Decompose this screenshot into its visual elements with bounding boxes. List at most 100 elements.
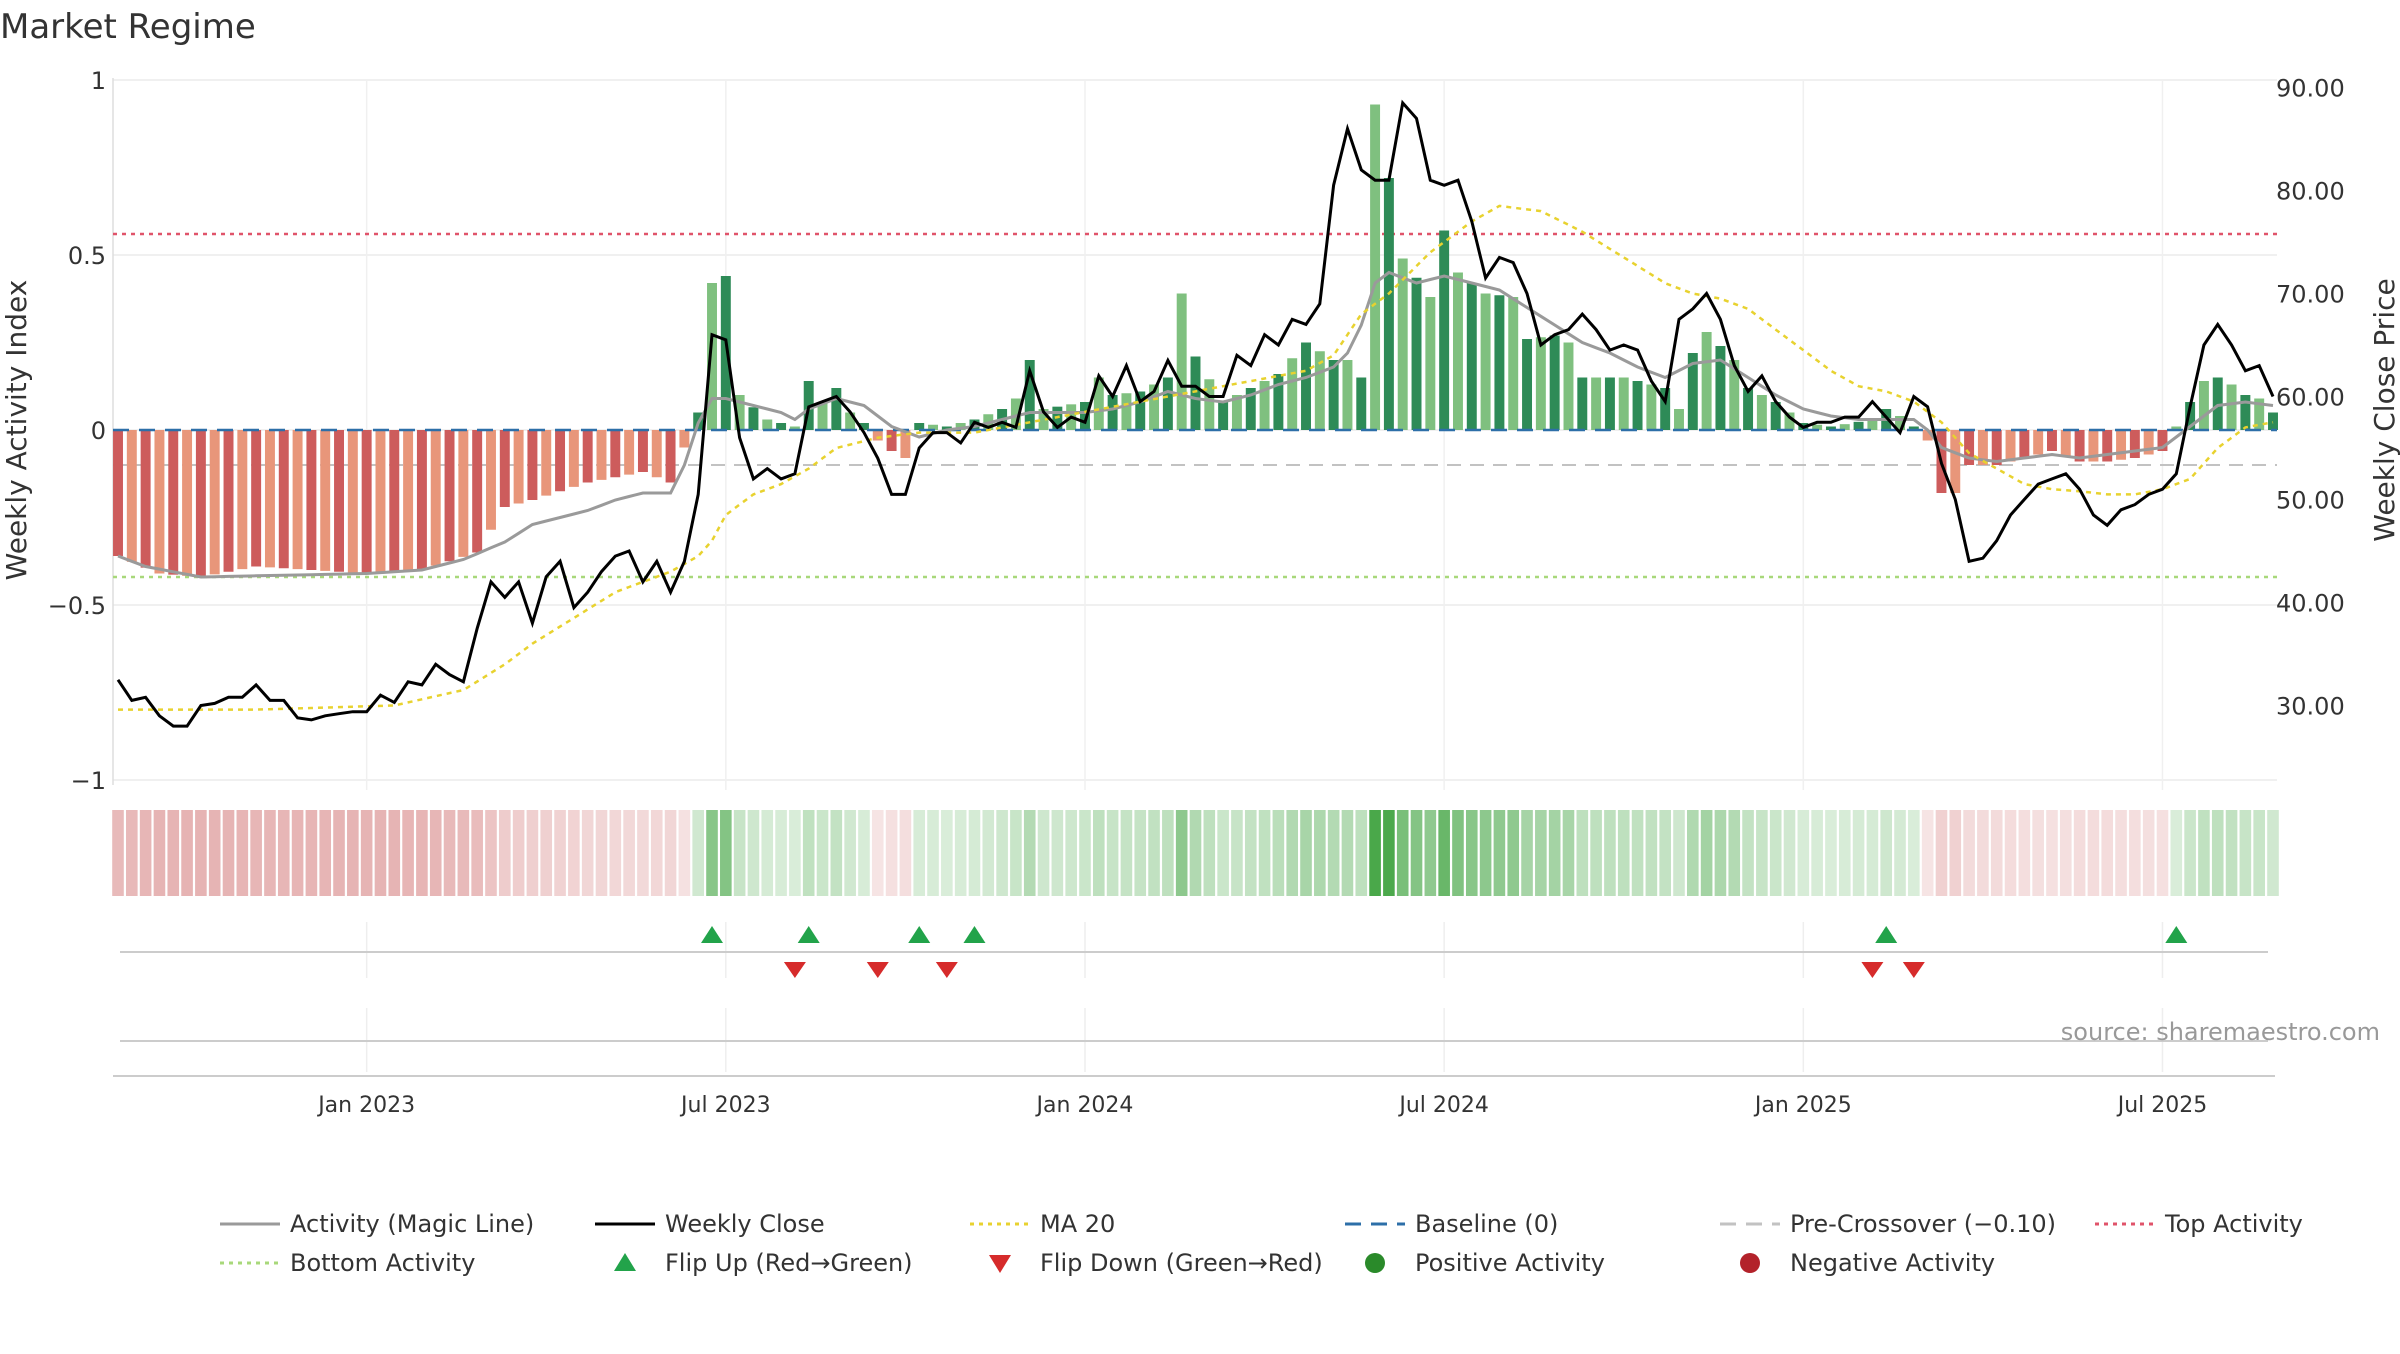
- flip-down-marker: [1861, 962, 1884, 978]
- regime-strip-cell: [1769, 810, 1782, 896]
- regime-strip-cell: [1493, 810, 1506, 896]
- activity-bar: [1328, 360, 1339, 430]
- activity-bar: [1770, 402, 1781, 430]
- legend-symbol: [1740, 1253, 1760, 1273]
- legend-label: Flip Down (Green→Red): [1040, 1249, 1323, 1277]
- x-axis-ticks: Jan 2023 Jul 2023 Jan 2024 Jul 2024 Jan 2025…: [316, 1093, 2207, 1118]
- reference-lines: [113, 232, 2277, 579]
- activity-bar: [1563, 342, 1574, 430]
- regime-strip-cell: [360, 810, 373, 896]
- right-tick-label: 60.00: [2276, 384, 2345, 412]
- activity-bar: [1301, 342, 1311, 430]
- left-tick-label: −1: [71, 767, 106, 795]
- regime-strip-cell: [2129, 810, 2141, 896]
- regime-strip-cell: [968, 810, 981, 896]
- activity-bar: [1452, 272, 1463, 430]
- regime-strip-cell: [1797, 810, 1810, 896]
- y-axis-label-right: Weekly Close Price: [2368, 278, 2400, 541]
- activity-bar: [195, 430, 206, 577]
- activity-bar: [1010, 398, 1021, 430]
- legend-item: Bottom Activity: [220, 1249, 475, 1277]
- flip-down-marker: [1902, 962, 1925, 978]
- regime-strip-cell: [1866, 810, 1879, 896]
- regime-strip-cell: [720, 810, 732, 896]
- activity-bar: [1024, 360, 1035, 430]
- activity-bar: [2185, 402, 2196, 430]
- regime-strip-cell: [264, 810, 276, 896]
- legend: Activity (Magic Line) Weekly Close MA 20 Ba…: [220, 1210, 2303, 1277]
- regime-strip-cell: [982, 810, 995, 896]
- regime-strip-cell: [1949, 810, 1962, 896]
- regime-strip-cell: [512, 810, 525, 896]
- activity-bar: [1825, 426, 1836, 430]
- regime-strip-cell: [1838, 810, 1851, 896]
- regime-strip-cell: [1231, 810, 1243, 896]
- regime-strip-cell: [1908, 810, 1920, 896]
- regime-strip-cell: [1535, 810, 1547, 896]
- regime-strip-cell: [2239, 810, 2252, 896]
- regime-strip-cell: [277, 810, 290, 896]
- activity-bar: [389, 430, 400, 572]
- regime-strip-cell: [526, 810, 539, 896]
- activity-bar: [541, 430, 552, 496]
- regime-strip-cell: [1562, 810, 1575, 896]
- activity-bar: [264, 430, 275, 568]
- legend-item: Top Activity: [2095, 1210, 2303, 1238]
- activity-bar: [2102, 430, 2113, 462]
- regime-strip-cell: [1092, 810, 1105, 896]
- regime-strip-cell: [1604, 810, 1616, 896]
- regime-strip-cell: [126, 810, 138, 896]
- activity-bar: [1231, 395, 1242, 430]
- regime-strip-cell: [1977, 810, 1989, 896]
- activity-bar: [2047, 430, 2057, 451]
- activity-bar: [1494, 295, 1505, 430]
- regime-strip-cell: [1479, 810, 1492, 896]
- legend-item: MA 20: [970, 1210, 1115, 1238]
- activity-bar: [1259, 381, 1270, 430]
- right-tick-label: 40.00: [2276, 590, 2345, 618]
- activity-bar: [1190, 356, 1201, 430]
- activity-bar: [1895, 416, 1905, 430]
- activity-bar: [2240, 395, 2251, 430]
- activity-bar: [1204, 379, 1215, 430]
- activity-bar: [1839, 424, 1850, 430]
- activity-bar: [292, 430, 303, 570]
- activity-bar: [306, 430, 317, 570]
- regime-strip-cell: [250, 810, 262, 896]
- regime-strip-cell: [1300, 810, 1312, 896]
- regime-strip-cell: [1521, 810, 1533, 896]
- x-tick-label: Jan 2025: [1753, 1093, 1852, 1118]
- activity-bar: [2254, 398, 2265, 430]
- regime-strip-cell: [1507, 810, 1520, 896]
- regime-strip-cell: [1258, 810, 1271, 896]
- flip-up-marker: [908, 926, 931, 943]
- activity-bar: [582, 430, 593, 483]
- regime-strip-cell: [595, 810, 608, 896]
- regime-strip-cell: [1756, 810, 1768, 896]
- legend-symbol: [1365, 1253, 1385, 1273]
- regime-strip-cell: [1590, 810, 1602, 896]
- regime-strip-cell: [1576, 810, 1589, 896]
- activity-bar: [914, 423, 925, 430]
- right-tick-label: 50.00: [2276, 487, 2345, 515]
- activity-bar: [858, 423, 869, 430]
- regime-strip-cell: [2211, 810, 2224, 896]
- activity-bar: [1466, 283, 1477, 430]
- activity-bar: [1149, 384, 1160, 430]
- legend-item: Negative Activity: [1740, 1249, 1995, 1277]
- x-tick-label: Jul 2025: [2116, 1093, 2208, 1118]
- activity-bar: [2143, 430, 2154, 455]
- activity-bar: [1522, 339, 1533, 430]
- series-lines: [113, 99, 2277, 728]
- activity-bar: [1604, 377, 1615, 430]
- regime-strip-cell: [1714, 810, 1727, 896]
- activity-bar: [2129, 430, 2140, 458]
- regime-strip-cell: [319, 810, 332, 896]
- activity-bar: [430, 430, 441, 566]
- regime-strip-cell: [2115, 810, 2127, 896]
- activity-bar: [1549, 335, 1560, 430]
- regime-strip-cell: [996, 810, 1008, 896]
- regime-strip-cell: [1410, 810, 1423, 896]
- activity-bar: [2116, 430, 2127, 460]
